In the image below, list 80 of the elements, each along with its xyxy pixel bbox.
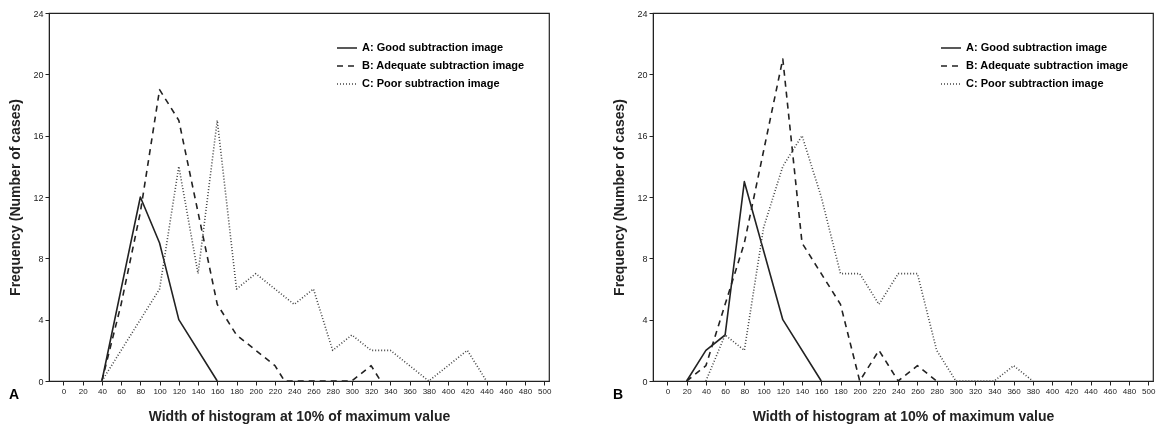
x-tick-label: 360	[1007, 386, 1022, 396]
x-tick-label: 380	[1026, 386, 1041, 396]
text: A	[9, 386, 20, 402]
x-tick-label: 320	[364, 386, 379, 396]
x-tick-label: 180	[230, 386, 245, 396]
x-tick-label: 420	[1065, 386, 1079, 396]
x-tick-label: 400	[441, 386, 456, 396]
legend-label: B: Adequate subtraction image	[362, 59, 525, 71]
x-tick-label: 80	[136, 386, 146, 396]
y-tick-label: 0	[642, 376, 648, 387]
x-tick-label: 240	[288, 386, 302, 396]
y-axis-title: Frequency (Number of cases)	[611, 99, 628, 296]
y-axis-title: Frequency (Number of cases)	[7, 99, 24, 296]
line-series	[101, 119, 488, 382]
x-tick-label: 40	[97, 386, 108, 396]
legend-label: A: Good subtraction image	[362, 41, 504, 53]
x-tick-label: 440	[1084, 386, 1099, 396]
y-tick-label: 24	[33, 8, 44, 19]
y-tick-label: 16	[637, 131, 648, 142]
x-tick-label: 20	[78, 386, 89, 396]
x-tick-label: 260	[307, 386, 322, 396]
y-tick-label: 20	[33, 69, 44, 80]
x-tick-label: 120	[776, 386, 791, 396]
x-tick-label: 200	[853, 386, 868, 396]
x-tick-label: 220	[872, 386, 887, 396]
x-tick-label: 460	[1103, 386, 1118, 396]
x-tick-label: 440	[480, 386, 495, 396]
x-tick-label: 80	[740, 386, 750, 396]
y-tick-label: 8	[642, 253, 648, 264]
x-tick-label: 360	[403, 386, 418, 396]
x-tick-label: 500	[1142, 386, 1156, 396]
y-tick-label: 8	[38, 253, 44, 264]
y-tick-label: 12	[637, 192, 648, 203]
x-tick-label: 240	[892, 386, 906, 396]
x-tick-label: 220	[268, 386, 283, 396]
x-tick-label: 0	[665, 386, 671, 396]
x-tick-label: 60	[721, 386, 731, 396]
y-tick-label: 24	[637, 8, 648, 19]
x-tick-label: 140	[795, 386, 810, 396]
x-tick-label: 280	[326, 386, 341, 396]
legend-label: C: Poor subtraction image	[362, 77, 500, 89]
x-tick-label: 300	[345, 386, 360, 396]
y-tick-label: 4	[642, 315, 648, 326]
y-tick-label: 0	[38, 376, 44, 387]
x-tick-label: 340	[384, 386, 399, 396]
legend-label: B: Adequate subtraction image	[966, 59, 1129, 71]
x-tick-label: 280	[930, 386, 945, 396]
legend-label: A: Good subtraction image	[966, 41, 1108, 53]
text: B	[613, 386, 624, 402]
x-tick-label: 500	[538, 386, 552, 396]
y-tick-label: 16	[33, 131, 44, 142]
y-tick-label: 20	[637, 69, 648, 80]
x-tick-label: 340	[988, 386, 1003, 396]
x-tick-label: 400	[1045, 386, 1060, 396]
x-tick-label: 320	[968, 386, 983, 396]
x-tick-label: 160	[211, 386, 225, 396]
x-tick-label: 180	[834, 386, 849, 396]
x-tick-label: 40	[701, 386, 712, 396]
line-series	[705, 134, 1034, 382]
x-tick-label: 260	[911, 386, 926, 396]
x-tick-label: 380	[422, 386, 437, 396]
x-tick-label: 460	[499, 386, 514, 396]
x-tick-label: 20	[682, 386, 693, 396]
x-tick-label: 60	[117, 386, 127, 396]
y-tick-label: 12	[33, 192, 44, 203]
x-tick-label: 120	[172, 386, 187, 396]
x-tick-label: 300	[949, 386, 964, 396]
x-tick-label: 100	[153, 386, 168, 396]
x-tick-label: 480	[518, 386, 533, 396]
x-axis-title: Width of histogram at 10% of maximum value	[752, 407, 1055, 424]
x-tick-label: 140	[191, 386, 206, 396]
x-tick-label: 200	[249, 386, 264, 396]
x-axis-title: Width of histogram at 10% of maximum value	[148, 407, 451, 424]
x-tick-label: 480	[1122, 386, 1137, 396]
legend-label: C: Poor subtraction image	[966, 77, 1104, 89]
x-tick-label: 420	[461, 386, 475, 396]
y-tick-label: 4	[38, 315, 44, 326]
x-tick-label: 0	[61, 386, 67, 396]
x-tick-label: 100	[757, 386, 772, 396]
x-tick-label: 160	[815, 386, 829, 396]
